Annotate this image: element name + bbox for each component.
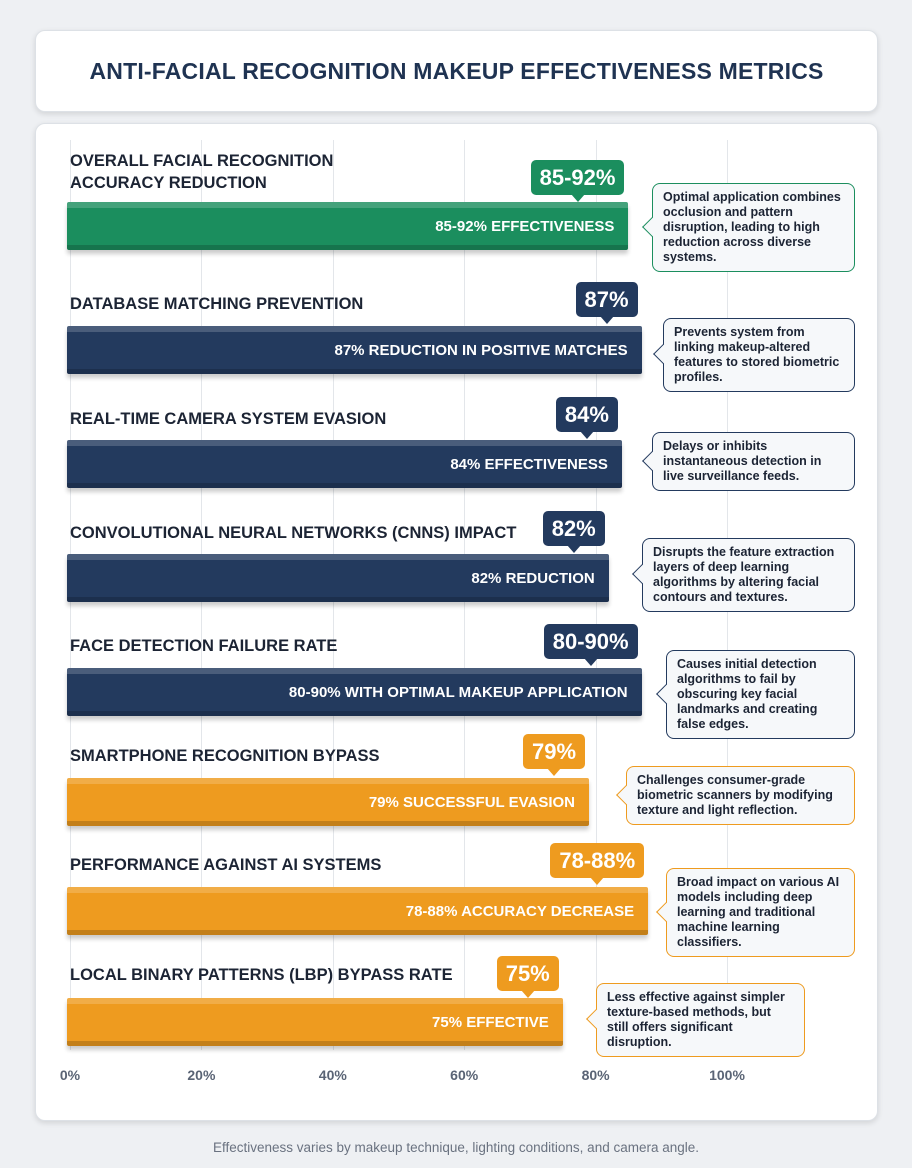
x-tick-label: 0%: [59, 1067, 81, 1083]
x-tick-label: 40%: [318, 1067, 347, 1083]
note-callout: Less effective against simpler texture-b…: [596, 983, 805, 1057]
bar: 80-90% WITH OPTIMAL MAKEUP APPLICATION: [67, 668, 642, 716]
bar: 82% REDUCTION: [67, 554, 609, 602]
bar: 79% SUCCESSFUL EVASION: [67, 778, 590, 826]
value-badge: 87%: [575, 282, 638, 324]
x-tick-label: 100%: [709, 1067, 745, 1083]
x-tick-label: 80%: [581, 1067, 610, 1083]
x-tick-label: 20%: [187, 1067, 216, 1083]
x-tick-label: 60%: [450, 1067, 479, 1083]
note-callout: Delays or inhibits instantaneous detecti…: [652, 432, 855, 491]
note-callout: Prevents system from linking makeup-alte…: [663, 318, 855, 392]
bar: 75% EFFECTIVE: [67, 998, 563, 1046]
note-callout: Broad impact on various AI models includ…: [666, 868, 855, 957]
metric-label: SMARTPHONE RECOGNITION BYPASS: [70, 747, 380, 765]
value-badge: 78-88%: [550, 843, 645, 885]
bar: 85-92% EFFECTIVENESS: [67, 202, 629, 250]
footnote: Effectiveness varies by makeup technique…: [212, 1140, 700, 1155]
value-badge: 84%: [555, 397, 618, 439]
metric-label: REAL-TIME CAMERA SYSTEM EVASION: [70, 410, 387, 428]
note-callout: Disrupts the feature extraction layers o…: [642, 538, 855, 612]
bar: 87% REDUCTION IN POSITIVE MATCHES: [67, 326, 642, 374]
metric-label: PERFORMANCE AGAINST AI SYSTEMS: [70, 856, 382, 874]
value-badge: 75%: [496, 956, 559, 998]
value-badge: 82%: [542, 511, 605, 553]
value-badge: 79%: [522, 734, 586, 776]
note-callout: Optimal application combines occlusion a…: [652, 183, 855, 272]
metric-label: DATABASE MATCHING PREVENTION: [70, 295, 364, 313]
metric-label: FACE DETECTION FAILURE RATE: [70, 637, 338, 655]
metric-label: OVERALL FACIAL RECOGNITION ACCURACY REDU…: [70, 152, 334, 192]
chart-title: ANTI-FACIAL RECOGNITION MAKEUP EFFECTIVE…: [89, 57, 824, 84]
bar: 84% EFFECTIVENESS: [67, 440, 622, 488]
value-badge: 80-90%: [543, 624, 638, 666]
value-badge: 85-92%: [530, 160, 625, 202]
title-card: ANTI-FACIAL RECOGNITION MAKEUP EFFECTIVE…: [35, 30, 878, 112]
note-callout: Challenges consumer-grade biometric scan…: [626, 766, 855, 825]
metric-label: CONVOLUTIONAL NEURAL NETWORKS (CNNS) IMP…: [70, 524, 517, 542]
note-callout: Causes initial detection algorithms to f…: [666, 650, 855, 739]
bar: 78-88% ACCURACY DECREASE: [67, 887, 649, 935]
metric-label: LOCAL BINARY PATTERNS (LBP) BYPASS RATE: [70, 966, 453, 984]
